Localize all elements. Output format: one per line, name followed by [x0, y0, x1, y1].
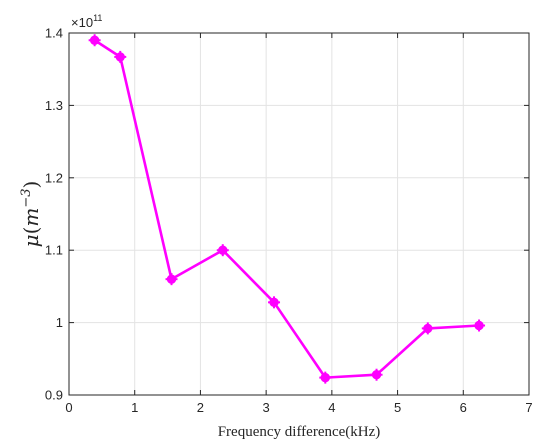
x-tick-label: 4: [328, 400, 335, 415]
grid: [69, 33, 529, 395]
x-tick-label: 2: [197, 400, 204, 415]
x-tick-label: 6: [460, 400, 467, 415]
plot-area-frame: [68, 32, 530, 396]
x-tick-label: 0: [65, 400, 72, 415]
y-tick-label: 0.9: [45, 388, 63, 403]
x-tick-label: 7: [525, 400, 532, 415]
y-tick-label: 1: [56, 315, 63, 330]
x-tick-label: 5: [394, 400, 401, 415]
x-tick-label: 1: [131, 400, 138, 415]
series-line: [93, 39, 480, 379]
y-tick-label: 1.2: [45, 170, 63, 185]
y-axis-title: μ(m−3): [19, 181, 43, 248]
y-multiplier-label: ×1011: [71, 13, 102, 30]
series-layer: [88, 34, 486, 384]
x-axis-title: Frequency difference(kHz): [218, 424, 381, 440]
y-tick-label: 1.4: [45, 26, 63, 41]
y-tick-label: 1.3: [45, 98, 63, 113]
x-tick-label: 3: [263, 400, 270, 415]
y-tick-label: 1.1: [45, 243, 63, 258]
axis-ticks: 0 1 2 3 4 5 6 7 0.9 1 1.1 1.2 1.3 1.4: [45, 26, 533, 416]
